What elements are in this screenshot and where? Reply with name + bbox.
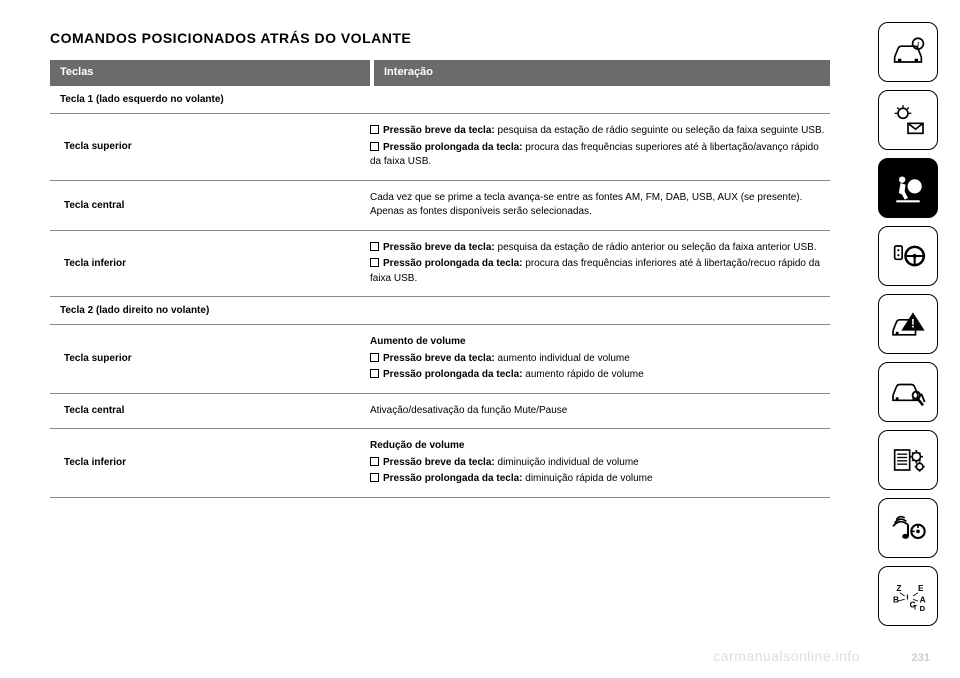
sidebar-settings-list-icon[interactable] — [878, 430, 938, 490]
alpha-index-icon: Z E B A I C D T — [888, 576, 928, 616]
svg-text:i: i — [917, 40, 920, 49]
section-tecla-2: Tecla 2 (lado direito no volante) — [50, 297, 830, 325]
desc-t2-inferior: Redução de volume Pressão breve da tecla… — [370, 429, 830, 497]
row-t1-inferior: Tecla inferior Pressão breve da tecla: p… — [50, 231, 830, 298]
row-t2-superior: Tecla superior Aumento de volume Pressão… — [50, 325, 830, 394]
car-info-icon: i — [888, 32, 928, 72]
t2i-p2b: diminuição rápida de volume — [523, 473, 653, 484]
label-t2-central: Tecla central — [50, 394, 370, 429]
t2s-p2a: Pressão prolongada da tecla: — [383, 369, 523, 380]
t2s-p2b: aumento rápido de volume — [523, 369, 644, 380]
header-interacao: Interação — [374, 60, 830, 86]
label-t1-inferior: Tecla inferior — [50, 231, 370, 297]
desc-t2-superior: Aumento de volume Pressão breve da tecla… — [370, 325, 830, 393]
sidebar-airbag-icon[interactable] — [878, 158, 938, 218]
car-service-icon — [888, 372, 928, 412]
table-header: Teclas Interação — [50, 60, 830, 86]
t2s-p1b: aumento individual de volume — [495, 353, 630, 364]
sidebar-lights-mail-icon[interactable] — [878, 90, 938, 150]
box-icon — [370, 473, 379, 482]
sidebar-car-service-icon[interactable] — [878, 362, 938, 422]
label-t1-central: Tecla central — [50, 181, 370, 230]
desc-t1-superior: Pressão breve da tecla: pesquisa da esta… — [370, 114, 830, 180]
t1s-p1b: pesquisa da estação de rádio seguinte ou… — [495, 125, 825, 136]
lights-mail-icon — [888, 100, 928, 140]
media-nav-icon — [888, 508, 928, 548]
t1c-text: Cada vez que se prime a tecla avança-se … — [370, 191, 826, 220]
box-icon — [370, 242, 379, 251]
t2i-p2a: Pressão prolongada da tecla: — [383, 473, 523, 484]
t2c-text: Ativação/desativação da função Mute/Paus… — [370, 404, 826, 419]
sidebar-nav: i — [878, 22, 938, 626]
box-icon — [370, 258, 379, 267]
key-wheel-icon — [888, 236, 928, 276]
airbag-icon — [888, 168, 928, 208]
car-warning-icon: ! — [888, 304, 928, 344]
label-t2-superior: Tecla superior — [50, 325, 370, 393]
row-t2-inferior: Tecla inferior Redução de volume Pressão… — [50, 429, 830, 498]
sidebar-media-nav-icon[interactable] — [878, 498, 938, 558]
t1s-p1a: Pressão breve da tecla: — [383, 125, 495, 136]
box-icon — [370, 369, 379, 378]
page-content: COMANDOS POSICIONADOS ATRÁS DO VOLANTE T… — [50, 30, 830, 498]
svg-text:I: I — [906, 592, 908, 601]
box-icon — [370, 353, 379, 362]
label-t1-superior: Tecla superior — [50, 114, 370, 180]
sidebar-car-warning-icon[interactable]: ! — [878, 294, 938, 354]
box-icon — [370, 125, 379, 134]
t2s-p1a: Pressão breve da tecla: — [383, 353, 495, 364]
row-t1-superior: Tecla superior Pressão breve da tecla: p… — [50, 114, 830, 181]
t2i-lead: Redução de volume — [370, 439, 826, 454]
svg-text:T: T — [913, 604, 917, 611]
svg-text:D: D — [920, 604, 926, 613]
page-title: COMANDOS POSICIONADOS ATRÁS DO VOLANTE — [50, 30, 830, 46]
t1i-p2a: Pressão prolongada da tecla: — [383, 258, 523, 269]
sidebar-key-wheel-icon[interactable] — [878, 226, 938, 286]
desc-t2-central: Ativação/desativação da função Mute/Paus… — [370, 394, 830, 429]
t1i-p1b: pesquisa da estação de rádio anterior ou… — [495, 242, 817, 253]
desc-t1-inferior: Pressão breve da tecla: pesquisa da esta… — [370, 231, 830, 297]
desc-t1-central: Cada vez que se prime a tecla avança-se … — [370, 181, 830, 230]
t1s-p2a: Pressão prolongada da tecla: — [383, 142, 523, 153]
header-teclas: Teclas — [50, 60, 370, 86]
row-t1-central: Tecla central Cada vez que se prime a te… — [50, 181, 830, 231]
box-icon — [370, 457, 379, 466]
svg-text:A: A — [920, 595, 926, 605]
watermark: carmanualsonline.info — [713, 648, 860, 664]
svg-text:Z: Z — [896, 583, 901, 593]
box-icon — [370, 142, 379, 151]
label-t2-inferior: Tecla inferior — [50, 429, 370, 497]
t2i-p1b: diminuição individual de volume — [495, 457, 639, 468]
sidebar-alpha-index-icon[interactable]: Z E B A I C D T — [878, 566, 938, 626]
t1i-p1a: Pressão breve da tecla: — [383, 242, 495, 253]
page-number: 231 — [912, 652, 930, 664]
row-t2-central: Tecla central Ativação/desativação da fu… — [50, 394, 830, 430]
section-tecla-1: Tecla 1 (lado esquerdo no volante) — [50, 86, 830, 114]
svg-text:E: E — [918, 583, 924, 593]
svg-text:!: ! — [911, 317, 915, 330]
t2s-lead: Aumento de volume — [370, 335, 826, 350]
t2i-p1a: Pressão breve da tecla: — [383, 457, 495, 468]
settings-list-icon — [888, 440, 928, 480]
sidebar-car-info-icon[interactable]: i — [878, 22, 938, 82]
svg-text:B: B — [893, 595, 899, 605]
